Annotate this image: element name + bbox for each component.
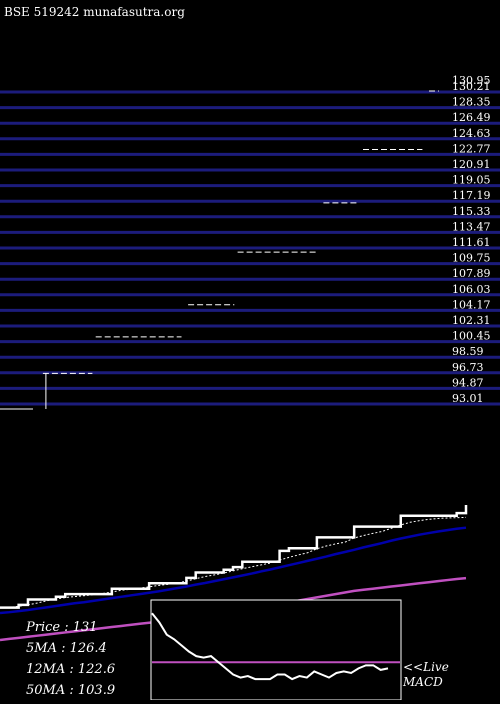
chart-legend: Price : 131 5MA : 126.4 12MA : 122.6 50M… <box>25 620 115 698</box>
y-tick-label: 130.95 <box>452 74 491 87</box>
y-tick-label: 117.19 <box>452 189 491 202</box>
y-tick-label: 109.75 <box>452 252 491 265</box>
macd-panel: <<Live MACD <box>150 599 449 701</box>
macd-frame <box>150 599 402 701</box>
series-line-12ma <box>0 526 467 615</box>
y-tick-label: 126.49 <box>452 111 491 124</box>
y-tick-label: 106.03 <box>452 283 491 296</box>
chart-source-label: BSE 519242 munafasutra.org <box>4 5 185 19</box>
legend-50ma: 50MA : 103.9 <box>26 683 115 698</box>
y-tick-label: 94.87 <box>452 376 484 389</box>
y-tick-label: 93.01 <box>452 392 484 405</box>
y-tick-label: 130.21 <box>452 80 491 93</box>
macd-label: MACD <box>402 675 443 689</box>
y-tick-label: 104.17 <box>452 298 491 311</box>
y-tick-label: 96.73 <box>452 361 484 374</box>
y-tick-label: 111.61 <box>452 236 491 249</box>
y-tick-label: 102.31 <box>452 314 491 327</box>
y-tick-label: 122.77 <box>452 142 491 155</box>
y-tick-label: 113.47 <box>452 220 491 233</box>
legend-5ma: 5MA : 126.4 <box>26 641 107 656</box>
y-tick-label: 98.59 <box>452 345 484 358</box>
y-tick-label: 120.91 <box>452 158 491 171</box>
y-tick-label: 100.45 <box>452 330 491 343</box>
macd-live-label: <<Live <box>403 660 449 674</box>
legend-12ma: 12MA : 122.6 <box>26 662 115 677</box>
series-line-price <box>0 505 468 609</box>
price-levels <box>0 90 439 410</box>
series-line-5ma <box>0 516 467 609</box>
y-tick-label: 115.33 <box>452 205 491 218</box>
y-tick-label: 124.63 <box>452 127 491 140</box>
macd-line <box>151 612 389 681</box>
legend-price: Price : 131 <box>25 620 98 635</box>
y-tick-label: 107.89 <box>452 267 491 280</box>
y-tick-label: 128.35 <box>452 96 491 109</box>
y-tick-label: 119.05 <box>452 174 491 187</box>
